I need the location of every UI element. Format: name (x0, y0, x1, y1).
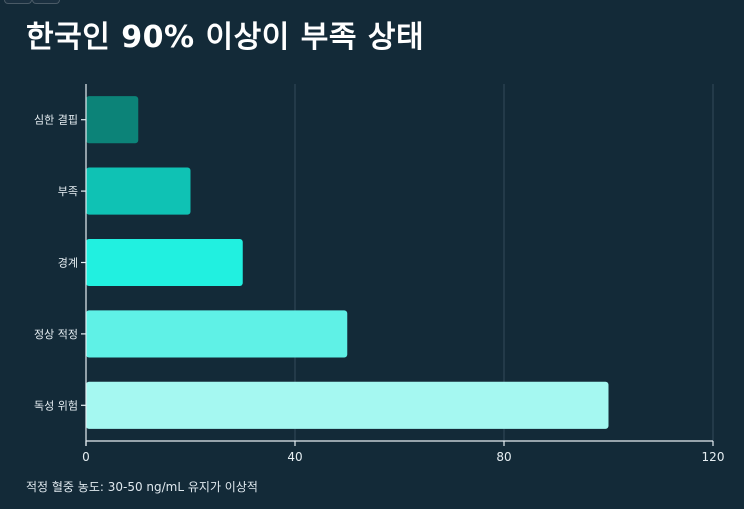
bar[interactable] (86, 381, 609, 429)
y-tick-label: 독성 위험 (34, 399, 78, 412)
x-tick-label: 120 (702, 450, 725, 464)
x-tick-label: 80 (496, 450, 511, 464)
x-tick-label: 40 (287, 450, 302, 464)
chart-title: 한국인 90% 이상이 부족 상태 (26, 20, 425, 55)
bar[interactable] (86, 238, 243, 287)
bar[interactable] (86, 310, 348, 358)
y-tick-label: 경계 (58, 257, 78, 270)
x-tick-label: 0 (82, 450, 90, 464)
y-tick-label: 부족 (58, 185, 78, 198)
y-tick-label: 심한 결핍 (34, 114, 78, 127)
bar[interactable] (86, 167, 191, 215)
bar[interactable] (86, 96, 139, 144)
y-tick-label: 정상 적정 (34, 328, 78, 341)
chart-footnote: 적정 혈중 농도: 30-50 ng/mL 유지가 이상적 (26, 480, 258, 494)
